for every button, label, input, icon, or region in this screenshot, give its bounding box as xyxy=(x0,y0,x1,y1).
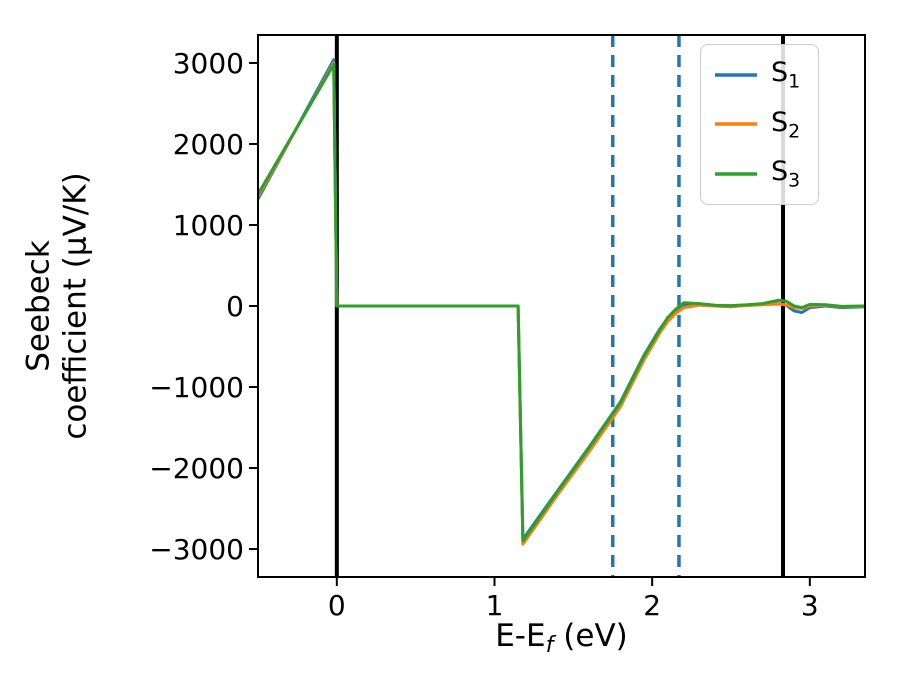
y-tick-label: −2000 xyxy=(149,452,244,485)
legend-item-s1: S1 xyxy=(715,57,800,93)
legend-label-s1: S1 xyxy=(771,57,800,93)
y-tick-label: 0 xyxy=(226,290,244,323)
x-axis-label-suffix: (eV) xyxy=(553,618,628,654)
x-tick-label: 1 xyxy=(486,589,504,622)
legend-item-s2: S2 xyxy=(715,107,800,143)
legend-line-swatch-s2 xyxy=(715,122,757,127)
x-tick-label: 2 xyxy=(643,589,661,622)
y-axis-label: Seebeck coefficient (μV/K) xyxy=(20,0,93,626)
legend: S1 S2 S3 xyxy=(700,44,820,205)
legend-label-s3: S3 xyxy=(771,156,800,192)
legend-label-main: S xyxy=(771,106,789,138)
y-axis-label-line1: Seebeck xyxy=(20,240,57,372)
y-tick-label: 3000 xyxy=(173,47,244,80)
x-axis-label-prefix: E-E xyxy=(495,618,546,654)
legend-line-swatch-s1 xyxy=(715,73,757,77)
legend-label-s2: S2 xyxy=(771,107,800,143)
y-tick-label: 2000 xyxy=(173,128,244,161)
x-axis-label-subscript: f xyxy=(545,632,554,659)
series-line-S3 xyxy=(258,63,865,543)
legend-label-sub: 1 xyxy=(788,70,801,93)
y-tick-label: −1000 xyxy=(149,371,244,404)
y-axis-label-line2: coefficient (μV/K) xyxy=(57,172,93,440)
legend-line-swatch-s3 xyxy=(715,172,757,176)
x-axis-label: E-Ef (eV) xyxy=(258,618,865,658)
legend-label-main: S xyxy=(771,156,789,188)
y-tick-label: 1000 xyxy=(173,209,244,242)
x-tick-label: 3 xyxy=(801,589,819,622)
legend-label-main: S xyxy=(771,57,789,88)
legend-item-s3: S3 xyxy=(715,156,800,192)
x-tick-label: 0 xyxy=(328,589,346,622)
legend-label-sub: 2 xyxy=(788,120,801,143)
y-tick-label: −3000 xyxy=(149,533,244,566)
legend-label-sub: 3 xyxy=(788,169,801,192)
